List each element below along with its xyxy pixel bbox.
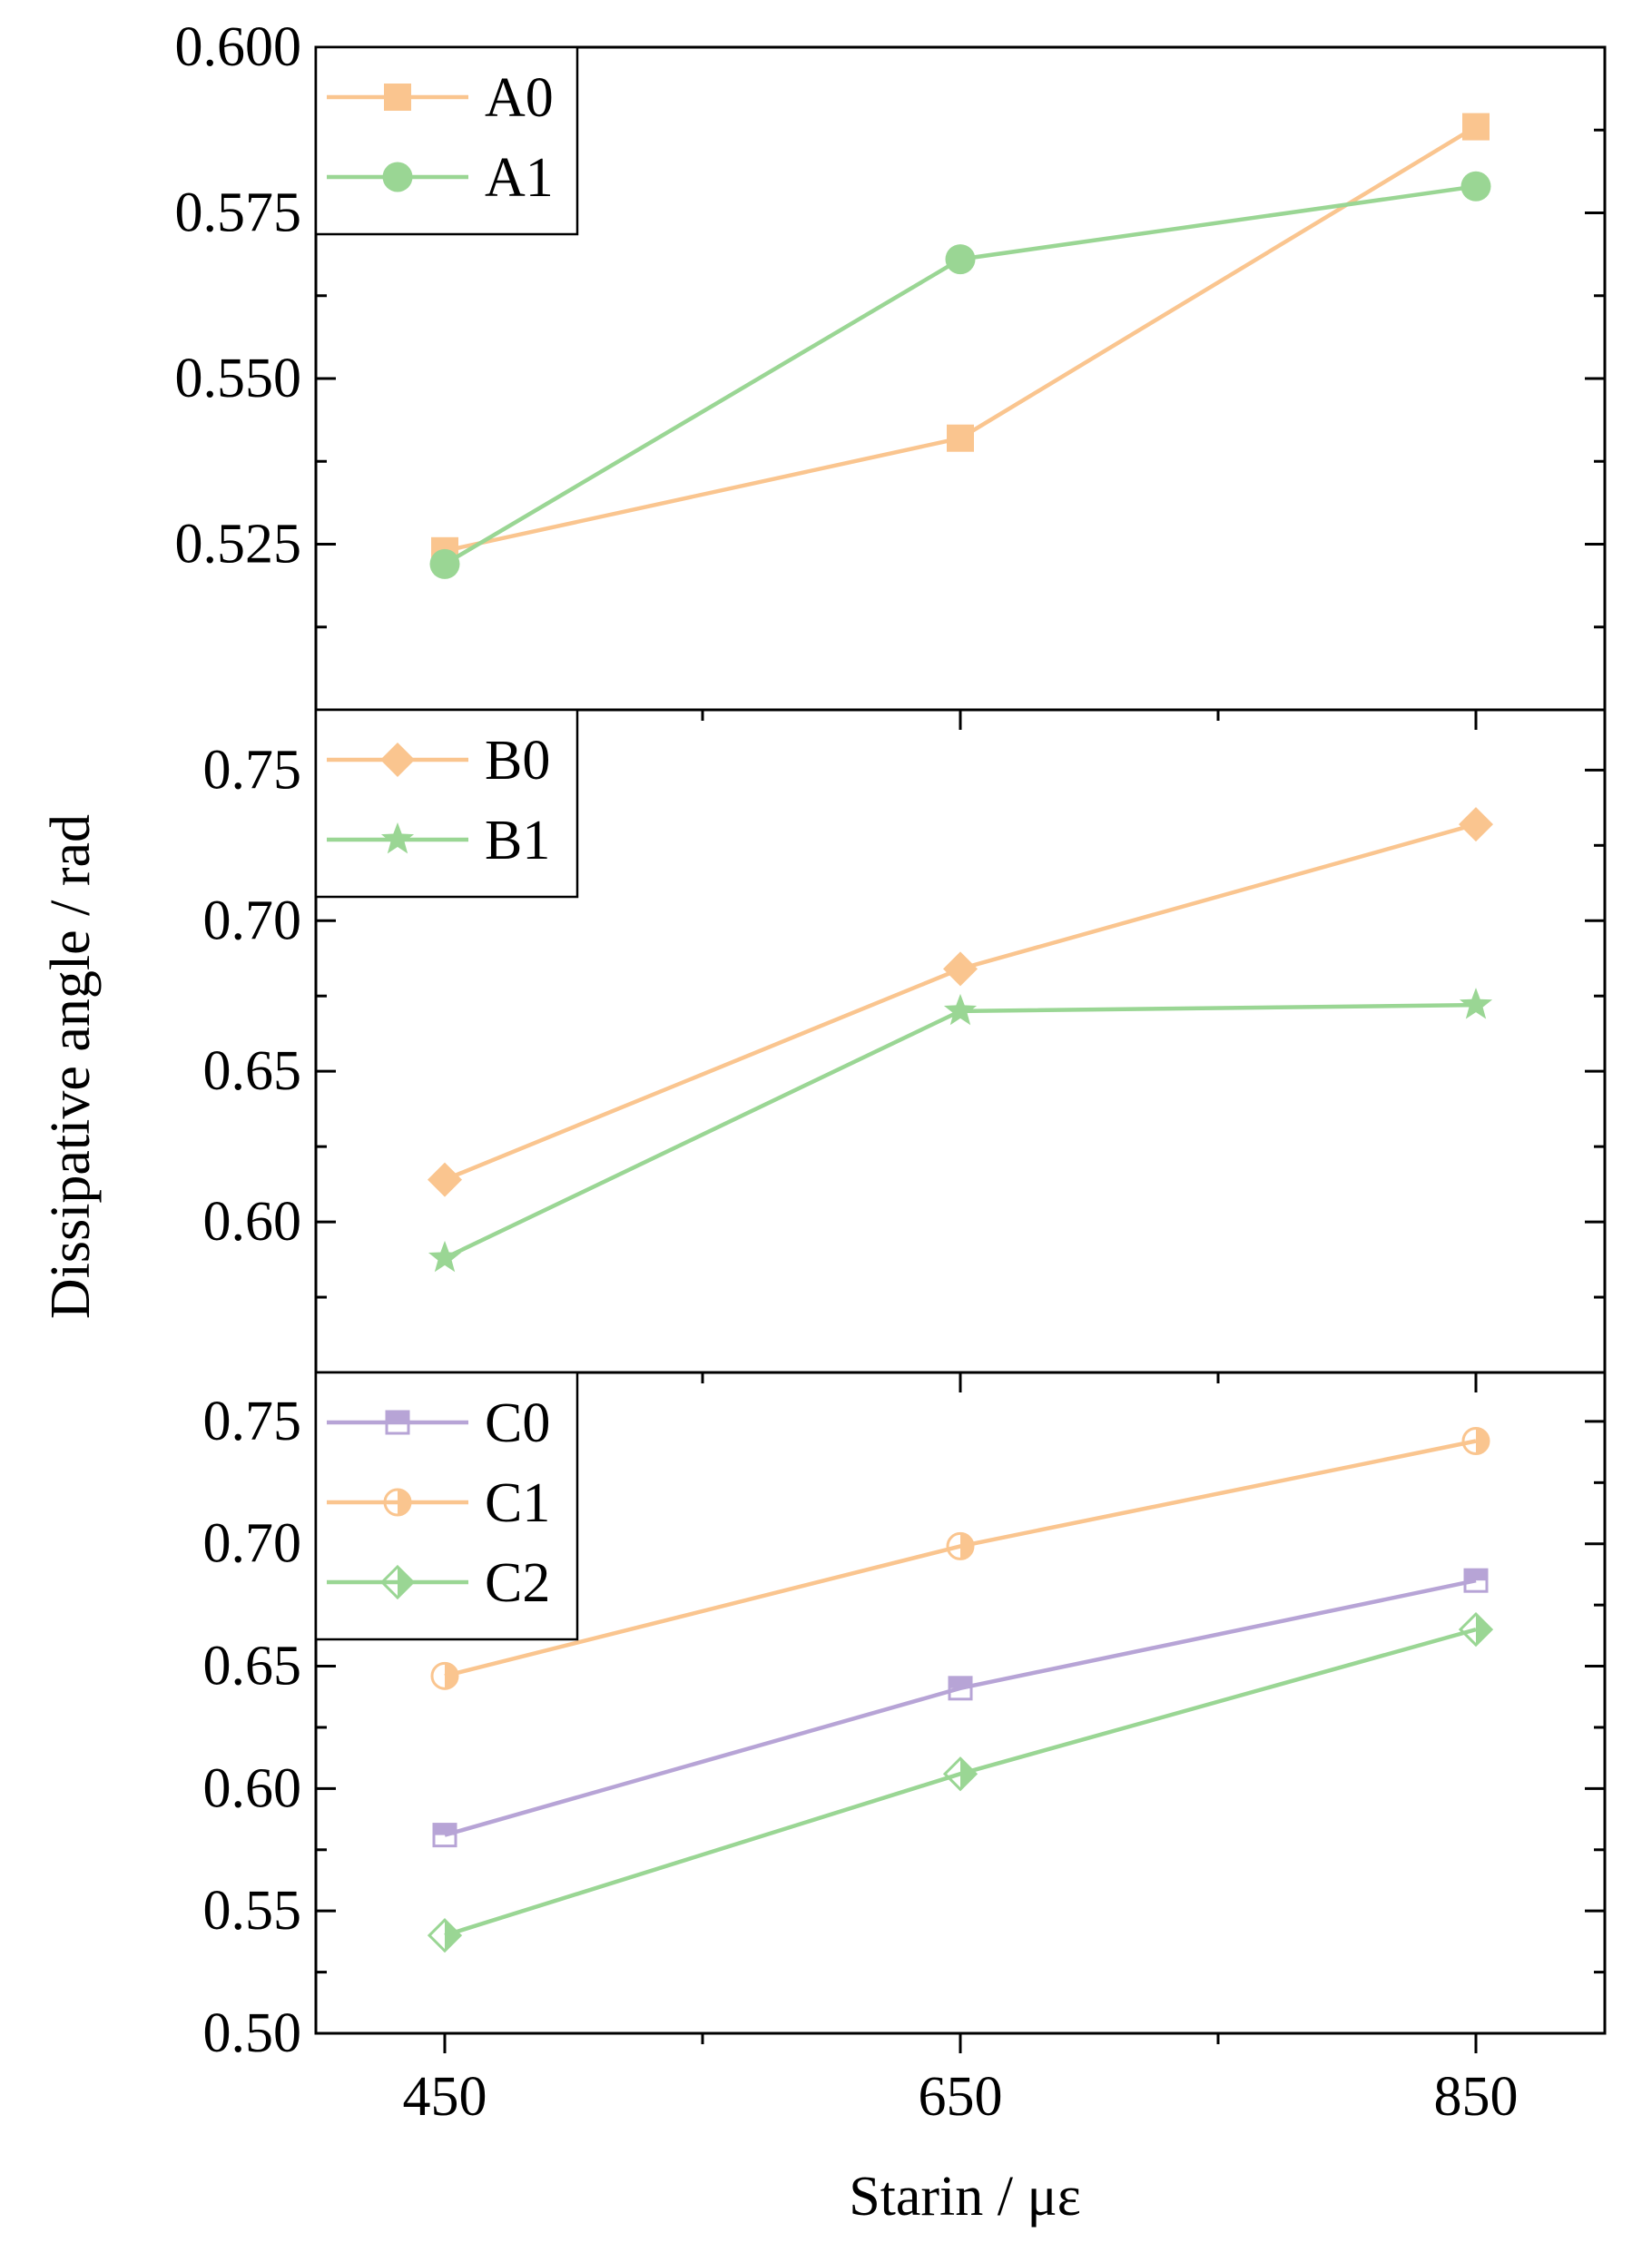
y-tick-label: 0.70 (203, 890, 302, 951)
legend-label-C0: C0 (485, 1392, 550, 1454)
point-A0-850 (1462, 113, 1490, 141)
x-tick-label: 850 (1434, 2066, 1519, 2128)
y-tick-label: 0.600 (175, 16, 302, 78)
legend-label-A1: A1 (485, 147, 554, 209)
point-B0-850 (1459, 807, 1493, 842)
point-C0-450 (432, 1823, 457, 1848)
panel-C: 0.50 0.55 0.60 0.65 0.70 0.75 C0 C1 C2 (203, 1371, 1607, 2064)
y-axis-title: Dissipative angle / rad (40, 814, 102, 1319)
point-C1-650 (946, 1531, 975, 1560)
point-C2-450 (427, 1918, 463, 1953)
y-tick-label: 0.60 (203, 1191, 302, 1253)
legend-label-A0: A0 (485, 67, 554, 129)
legend-marker-A1 (382, 162, 413, 192)
series-line-A0 (444, 124, 1478, 553)
point-C0-850 (1463, 1568, 1489, 1593)
point-B0-650 (943, 951, 978, 987)
y-tick-label: 0.60 (203, 1757, 302, 1819)
y-tick-label: 0.65 (203, 1636, 302, 1697)
x-axis-title: Starin / με (849, 2166, 1081, 2228)
point-B1-450 (428, 1240, 462, 1273)
point-B1-650 (943, 993, 978, 1026)
legend-C: C0 C1 C2 (314, 1371, 579, 1641)
point-C0-650 (948, 1676, 973, 1701)
y-tick-label: 0.575 (175, 182, 302, 244)
point-C2-650 (942, 1756, 978, 1792)
y-tick-label: 0.525 (175, 514, 302, 576)
legend-marker-B1 (380, 822, 415, 854)
point-A1-650 (945, 244, 976, 275)
legend-label-C1: C1 (485, 1472, 550, 1534)
legend-marker-C2 (379, 1564, 416, 1600)
point-A0-650 (947, 424, 974, 452)
legend-marker-C1 (383, 1488, 412, 1517)
y-tick-label: 0.70 (203, 1513, 302, 1575)
series-line-C0 (444, 1578, 1477, 1837)
legend-label-B1: B1 (485, 810, 550, 871)
y-tick-label: 0.55 (203, 1880, 302, 1942)
point-C1-850 (1461, 1426, 1490, 1455)
point-A1-450 (429, 548, 460, 579)
x-tick-label: 450 (403, 2066, 487, 2128)
legend-box (314, 708, 579, 899)
y-tick-label: 0.65 (203, 1040, 302, 1102)
legend-marker-C0 (385, 1410, 410, 1435)
point-A1-850 (1460, 171, 1491, 202)
y-tick-label: 0.75 (203, 739, 302, 801)
legend-box (314, 45, 579, 236)
y-tick-label: 0.50 (203, 2002, 302, 2064)
x-tick-label: 650 (919, 2066, 1003, 2128)
legend-label-B0: B0 (485, 730, 550, 792)
legend-marker-A0 (384, 84, 411, 111)
series-line-B1 (444, 1002, 1477, 1260)
legend-box (314, 1371, 579, 1641)
point-B0-450 (428, 1162, 462, 1197)
y-tick-label: 0.550 (175, 348, 302, 409)
series-line-A1 (443, 184, 1477, 566)
y-tick-label: 0.75 (203, 1391, 302, 1452)
point-C2-850 (1458, 1611, 1494, 1648)
legend-marker-B0 (380, 743, 415, 777)
legend-label-C2: C2 (485, 1552, 550, 1614)
point-C1-450 (430, 1661, 459, 1690)
point-B1-850 (1459, 988, 1493, 1019)
